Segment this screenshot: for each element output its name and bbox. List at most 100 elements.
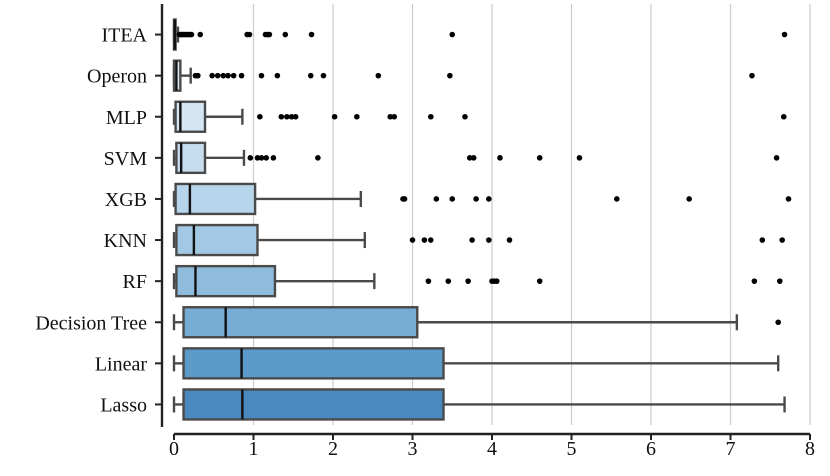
outlier-point: [258, 72, 265, 79]
outlier-point: [230, 72, 237, 79]
box-iqr: [174, 182, 257, 216]
box-group-mlp: [172, 100, 787, 133]
x-tick-label: 5: [567, 438, 577, 460]
outlier-point: [331, 113, 338, 120]
x-tick-label: 3: [408, 438, 418, 460]
outlier-point: [779, 237, 785, 243]
outlier-point: [270, 155, 277, 161]
outlier-point: [686, 196, 692, 202]
outlier-point: [614, 196, 620, 202]
box-group-linear: [172, 347, 780, 380]
outlier-point: [292, 113, 299, 120]
outlier-point: [776, 278, 783, 284]
outlier-point: [282, 31, 289, 38]
outlier-point: [759, 237, 766, 243]
axes: [155, 4, 811, 440]
y-tick-label: RF: [123, 271, 147, 293]
tick-labels: 0 1 2 3 4 5 6 7 8 ITEA Operon MLP SVM XGB KNN RF Decisio…: [35, 25, 815, 460]
outlier-point: [465, 278, 471, 284]
box-series: [172, 18, 792, 421]
outlier-point: [188, 31, 195, 38]
outlier-point: [775, 319, 781, 326]
box-group-lasso: [172, 388, 786, 421]
outlier-point: [576, 155, 583, 161]
outlier-point: [307, 72, 314, 79]
outlier-point: [197, 31, 204, 38]
x-tick-label: 6: [646, 438, 656, 460]
outlier-point: [421, 237, 428, 243]
box-iqr: [175, 264, 277, 298]
outlier-point: [254, 155, 261, 161]
y-tick-label: Operon: [87, 66, 147, 88]
outlier-point: [493, 278, 500, 284]
x-tick-label: 1: [249, 438, 259, 460]
y-tick-label: Decision Tree: [35, 312, 147, 334]
outlier-point: [278, 113, 285, 120]
outlier-point: [486, 196, 492, 202]
outlier-point: [447, 72, 453, 79]
outlier-point: [263, 155, 270, 161]
x-tick-label: 7: [726, 438, 736, 460]
outlier-point: [284, 113, 290, 120]
outlier-point: [320, 72, 327, 79]
outlier-point: [449, 31, 456, 38]
outlier-point: [536, 155, 543, 161]
box-group-operon: [172, 59, 755, 92]
outlier-point: [433, 196, 440, 202]
outlier-point: [308, 31, 315, 38]
outlier-point: [781, 31, 788, 38]
x-tick-label: 8: [805, 438, 815, 460]
outlier-point: [387, 113, 394, 120]
outlier-point: [506, 237, 513, 243]
y-tick-label: MLP: [106, 107, 147, 129]
y-tick-label: Lasso: [100, 394, 147, 416]
outlier-point: [470, 155, 477, 161]
outlier-point: [315, 155, 321, 161]
outlier-point: [391, 113, 398, 120]
outlier-point: [425, 278, 432, 284]
x-tick-label: 0: [169, 438, 179, 460]
outlier-point: [258, 155, 265, 161]
outlier-point: [375, 72, 382, 79]
box-group-svm: [172, 141, 780, 175]
outlier-point: [466, 155, 473, 161]
outlier-point: [427, 237, 434, 243]
box-iqr: [182, 347, 445, 380]
outlier-point: [225, 72, 231, 79]
outlier-point: [469, 237, 475, 243]
y-tick-label: KNN: [104, 230, 147, 252]
outlier-point: [274, 72, 281, 79]
box-iqr: [175, 223, 259, 257]
outlier-point: [445, 278, 452, 284]
box-group-decision-tree: [172, 306, 781, 339]
outlier-point: [785, 196, 792, 202]
outlier-point: [257, 113, 263, 120]
outlier-point: [486, 237, 492, 243]
y-tick-label: ITEA: [101, 25, 147, 47]
box-iqr: [182, 306, 419, 339]
outlier-point: [409, 237, 416, 243]
outlier-point: [497, 155, 503, 161]
box-group-xgb: [172, 182, 792, 216]
box-group-rf: [172, 264, 783, 298]
box-group-knn: [172, 223, 785, 257]
outlier-point: [195, 72, 201, 79]
y-tick-label: Linear: [95, 353, 148, 375]
outlier-point: [462, 113, 468, 120]
box-iqr: [182, 388, 445, 421]
outlier-point: [536, 278, 543, 284]
outlier-point: [288, 113, 295, 120]
x-tick-label: 4: [487, 438, 497, 460]
outlier-point: [749, 72, 755, 79]
outlier-point: [780, 113, 787, 120]
outlier-point: [214, 72, 221, 79]
outlier-point: [473, 196, 479, 202]
outlier-point: [449, 196, 456, 202]
grid-lines: [252, 4, 811, 425]
outlier-point: [247, 155, 254, 161]
outlier-point: [773, 155, 780, 161]
outlier-point: [354, 113, 360, 120]
y-tick-label: SVM: [104, 148, 148, 170]
box-group-itea: [172, 18, 788, 51]
